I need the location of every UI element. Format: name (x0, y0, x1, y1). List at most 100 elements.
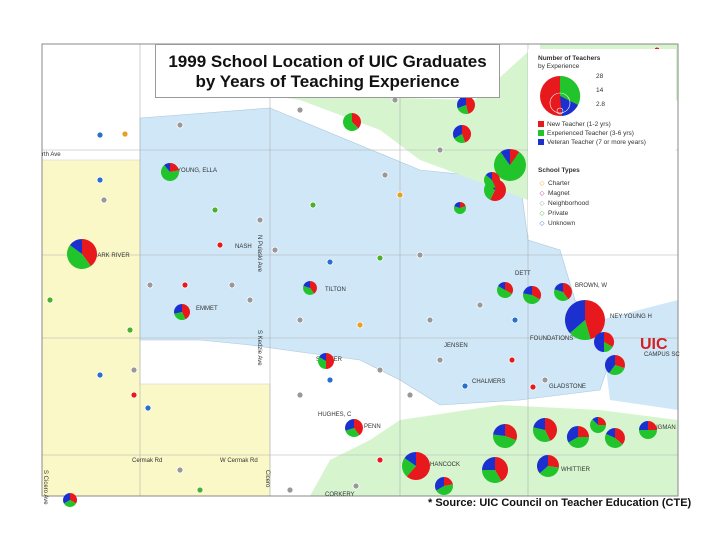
school-pie (605, 428, 625, 448)
pie-slice (532, 286, 542, 300)
school-dot (416, 251, 424, 259)
school-label: NEY YOUNG H (610, 314, 652, 320)
pie-slice (454, 134, 466, 143)
pie-slice (484, 175, 496, 188)
school-dot (326, 258, 334, 266)
pie-slice (648, 421, 657, 430)
pie-slice (310, 281, 317, 294)
pie-slice (523, 293, 540, 305)
pie-slice (318, 357, 326, 369)
street-label: N Pulaski Ave (256, 235, 262, 273)
school-dot (436, 356, 444, 364)
school-dot (376, 456, 384, 464)
school-pie (174, 304, 191, 321)
pie-slice (585, 300, 606, 340)
school-pie (435, 477, 453, 495)
school-dot (246, 296, 254, 304)
legend-size-value: 28 (596, 73, 604, 80)
school-dot (376, 366, 384, 374)
pie-slice (164, 163, 170, 172)
pie-slice (436, 484, 453, 495)
pie-slice (605, 433, 623, 448)
school-label: EMMET (196, 306, 218, 312)
school-pie (497, 282, 513, 298)
school-dot (476, 301, 484, 309)
school-dot (296, 391, 304, 399)
pie-slice (493, 424, 505, 436)
school-dot (146, 281, 154, 289)
pie-slice (539, 466, 559, 477)
pie-slice (66, 245, 91, 270)
school-dot (381, 171, 389, 179)
school-pie (523, 286, 542, 305)
school-dot (96, 371, 104, 379)
pie-slice (453, 206, 467, 215)
pie-slice (345, 428, 360, 438)
school-pie (590, 417, 606, 433)
school-dot (296, 106, 304, 114)
pie-slice (492, 172, 501, 188)
legend-experience-new: New Teacher (1-2 yrs) (538, 121, 611, 129)
pie-slice (505, 424, 517, 441)
map-title: 1999 School Location of UIC Graduates by… (155, 44, 500, 98)
school-dot (529, 383, 537, 391)
school-pie (494, 149, 526, 181)
pie-slice (70, 493, 78, 504)
school-label: NASH (235, 244, 252, 250)
pie-slice (598, 417, 606, 425)
pie-slice (533, 418, 545, 430)
school-pie (318, 353, 334, 369)
school-dot (326, 376, 334, 384)
school-pie (453, 202, 467, 215)
school-label: BROWN, W (575, 283, 607, 289)
school-label: DETT (515, 271, 531, 277)
pie-slice (354, 419, 364, 436)
school-dot (508, 356, 516, 364)
school-dot (130, 391, 138, 399)
pie-slice (493, 434, 517, 449)
school-pie (345, 419, 364, 438)
school-dot (46, 296, 54, 304)
school-label: JUNGMAN (646, 425, 676, 431)
pie-slice (554, 289, 569, 301)
legend-size-title: Number of Teachers (538, 55, 601, 62)
pie-slice (563, 283, 572, 300)
pie-slice (510, 149, 520, 165)
school-pie (343, 113, 361, 131)
school-label: CHALMERS (472, 379, 505, 385)
school-pie (604, 355, 625, 375)
legend-type-unknown: ◇ Unknown (539, 220, 576, 227)
pie-slice (615, 355, 625, 369)
legend-type-private: ◇ Private (539, 210, 569, 217)
pie-slice (345, 419, 354, 431)
small-school-markers (46, 46, 661, 494)
school-pie (484, 172, 501, 188)
pie-slice (495, 456, 509, 482)
legend: Number of Teachers by Experience 28 14 2… (528, 49, 676, 235)
pie-slice (457, 105, 469, 115)
park-region-south (310, 405, 678, 496)
pie-slice (462, 125, 471, 143)
school-pie (453, 125, 471, 143)
school-dot (406, 391, 414, 399)
road-lines (42, 44, 678, 496)
uic-campus-label: UIC (640, 336, 668, 353)
pie-slice (484, 183, 495, 200)
school-pie (493, 424, 517, 449)
school-dot (211, 206, 219, 214)
school-dot (461, 382, 469, 390)
pie-slice (303, 281, 310, 288)
pie-slice (498, 282, 505, 290)
pie-slice (594, 332, 604, 352)
legend-size-value: 14 (596, 87, 604, 94)
pie-slice (63, 493, 70, 504)
school-dot (256, 216, 264, 224)
school-dot (396, 191, 404, 199)
pie-slice (639, 430, 657, 439)
street-label: W Cermak Rd (220, 458, 258, 464)
school-pie (63, 493, 78, 507)
school-dot (426, 316, 434, 324)
pie-slice (537, 455, 548, 474)
pie-slice (523, 286, 532, 295)
street-label: S Kedzie Ave (256, 330, 262, 366)
